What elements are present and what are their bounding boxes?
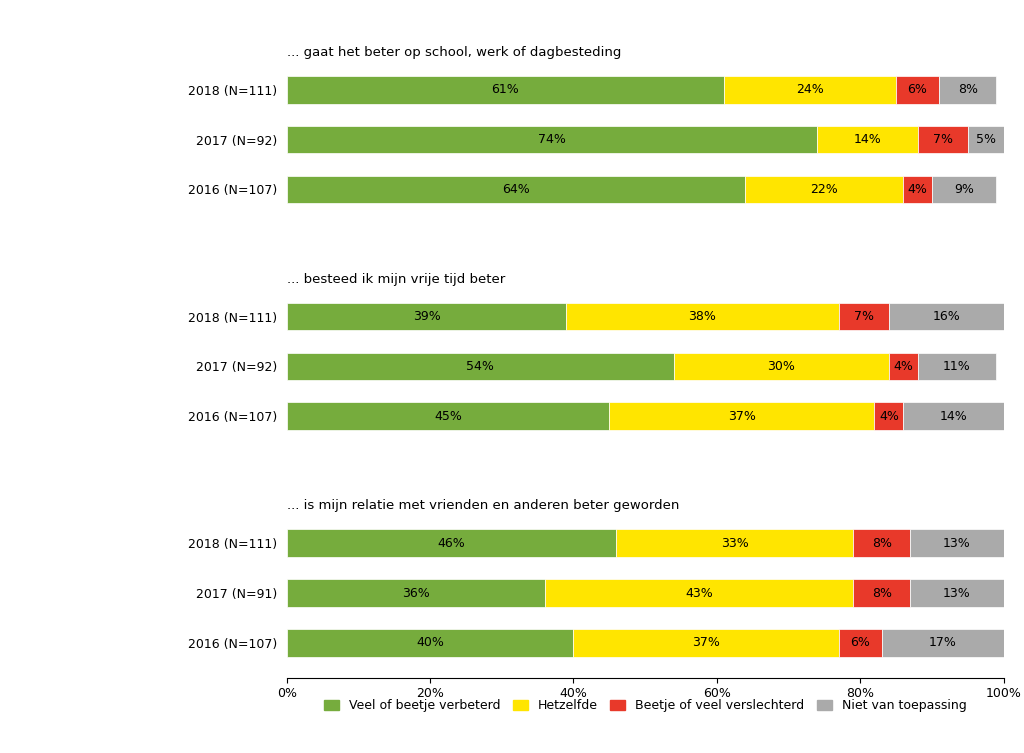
Bar bbox=[939, 76, 996, 104]
Bar bbox=[287, 126, 817, 154]
Bar bbox=[287, 629, 573, 657]
Bar bbox=[745, 175, 903, 203]
Text: ... besteed ik mijn vrije tijd beter: ... besteed ik mijn vrije tijd beter bbox=[287, 273, 505, 285]
Bar bbox=[839, 629, 882, 657]
Text: 64%: 64% bbox=[502, 183, 530, 196]
Bar bbox=[674, 352, 889, 380]
Bar bbox=[903, 175, 932, 203]
Text: 4%: 4% bbox=[893, 360, 913, 373]
Bar bbox=[918, 352, 996, 380]
Text: 24%: 24% bbox=[796, 84, 824, 96]
Bar bbox=[839, 303, 889, 331]
Bar bbox=[287, 352, 674, 380]
Text: 38%: 38% bbox=[688, 310, 717, 323]
Text: 7%: 7% bbox=[933, 133, 952, 146]
Bar bbox=[566, 303, 839, 331]
Bar bbox=[889, 352, 918, 380]
Text: 39%: 39% bbox=[413, 310, 440, 323]
Text: 40%: 40% bbox=[416, 636, 444, 649]
Text: 9%: 9% bbox=[954, 183, 974, 196]
Bar bbox=[287, 579, 545, 607]
Text: 33%: 33% bbox=[721, 537, 749, 550]
Bar bbox=[287, 402, 609, 430]
Text: 8%: 8% bbox=[871, 537, 892, 550]
Bar bbox=[545, 579, 853, 607]
Text: 36%: 36% bbox=[401, 587, 430, 599]
Text: 45%: 45% bbox=[434, 410, 462, 422]
Text: 61%: 61% bbox=[492, 84, 519, 96]
Text: 8%: 8% bbox=[871, 587, 892, 599]
Bar bbox=[609, 402, 874, 430]
Bar bbox=[910, 529, 1004, 557]
Bar bbox=[882, 629, 1004, 657]
Bar bbox=[889, 303, 1004, 331]
Text: 6%: 6% bbox=[907, 84, 928, 96]
Text: 16%: 16% bbox=[932, 310, 961, 323]
Text: 17%: 17% bbox=[929, 636, 956, 649]
Text: 6%: 6% bbox=[850, 636, 870, 649]
Text: 43%: 43% bbox=[685, 587, 713, 599]
Bar bbox=[932, 175, 996, 203]
Text: 22%: 22% bbox=[810, 183, 839, 196]
Text: ... gaat het beter op school, werk of dagbesteding: ... gaat het beter op school, werk of da… bbox=[287, 46, 622, 59]
Text: 14%: 14% bbox=[939, 410, 968, 422]
Bar bbox=[573, 629, 839, 657]
Bar bbox=[918, 126, 968, 154]
Bar bbox=[287, 175, 745, 203]
Bar bbox=[287, 529, 616, 557]
Text: 13%: 13% bbox=[943, 537, 971, 550]
Bar bbox=[910, 579, 1004, 607]
Text: 30%: 30% bbox=[767, 360, 796, 373]
Bar bbox=[853, 529, 910, 557]
Text: 4%: 4% bbox=[907, 183, 928, 196]
Text: ... is mijn relatie met vrienden en anderen beter geworden: ... is mijn relatie met vrienden en ande… bbox=[287, 499, 679, 512]
Bar bbox=[724, 76, 896, 104]
Text: 5%: 5% bbox=[976, 133, 995, 146]
Text: 54%: 54% bbox=[466, 360, 495, 373]
Bar bbox=[903, 402, 1004, 430]
Text: 14%: 14% bbox=[853, 133, 882, 146]
Bar bbox=[287, 303, 566, 331]
Text: 37%: 37% bbox=[728, 410, 756, 422]
Text: 74%: 74% bbox=[538, 133, 566, 146]
Bar bbox=[287, 76, 724, 104]
Bar bbox=[968, 126, 1004, 154]
Bar bbox=[616, 529, 853, 557]
Text: 4%: 4% bbox=[879, 410, 899, 422]
Text: 13%: 13% bbox=[943, 587, 971, 599]
Bar bbox=[896, 76, 939, 104]
Text: 37%: 37% bbox=[692, 636, 720, 649]
Bar bbox=[817, 126, 918, 154]
Bar bbox=[853, 579, 910, 607]
Text: 8%: 8% bbox=[957, 84, 978, 96]
Legend: Veel of beetje verbeterd, Hetzelfde, Beetje of veel verslechterd, Niet van toepa: Veel of beetje verbeterd, Hetzelfde, Bee… bbox=[318, 694, 972, 718]
Text: 46%: 46% bbox=[437, 537, 466, 550]
Bar bbox=[874, 402, 903, 430]
Text: 7%: 7% bbox=[854, 310, 873, 323]
Text: 11%: 11% bbox=[943, 360, 971, 373]
